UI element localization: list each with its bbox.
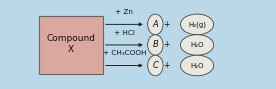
Text: A: A xyxy=(152,20,158,29)
Ellipse shape xyxy=(148,14,163,35)
Text: C: C xyxy=(152,61,158,70)
Text: H₂O: H₂O xyxy=(190,42,204,48)
Text: X: X xyxy=(68,45,74,54)
Ellipse shape xyxy=(181,14,214,35)
FancyBboxPatch shape xyxy=(39,16,103,74)
Text: +: + xyxy=(163,40,169,49)
Ellipse shape xyxy=(148,55,163,76)
Text: +: + xyxy=(163,61,169,70)
Text: H₂(g): H₂(g) xyxy=(188,21,206,28)
Text: H₂O: H₂O xyxy=(190,62,204,69)
Ellipse shape xyxy=(148,35,163,55)
Ellipse shape xyxy=(181,55,214,76)
Text: + CH₃COOH: + CH₃COOH xyxy=(103,50,146,56)
Text: B: B xyxy=(152,40,158,49)
Text: Compound: Compound xyxy=(46,34,95,43)
Text: +: + xyxy=(163,20,169,29)
Ellipse shape xyxy=(181,35,214,55)
Text: + Zn: + Zn xyxy=(115,9,133,15)
Text: + HCl: + HCl xyxy=(114,30,135,36)
